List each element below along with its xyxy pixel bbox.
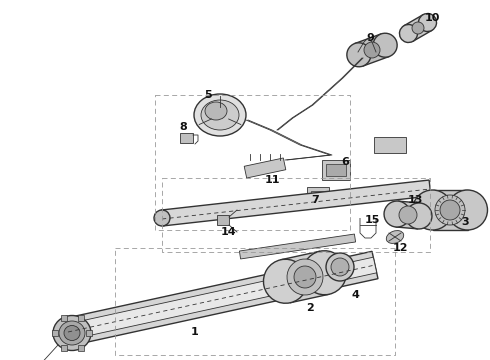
Text: 4: 4 (351, 290, 359, 300)
Ellipse shape (440, 200, 460, 220)
Text: 1: 1 (191, 327, 199, 337)
Ellipse shape (418, 14, 437, 31)
Ellipse shape (435, 195, 465, 225)
Polygon shape (404, 15, 432, 41)
Polygon shape (240, 234, 356, 259)
Ellipse shape (326, 253, 354, 281)
Text: 2: 2 (306, 303, 314, 313)
Text: 14: 14 (220, 227, 236, 237)
Ellipse shape (264, 259, 307, 303)
Ellipse shape (384, 201, 410, 227)
Ellipse shape (201, 100, 239, 130)
Ellipse shape (53, 315, 91, 351)
Ellipse shape (386, 230, 404, 243)
Ellipse shape (406, 203, 432, 229)
Text: 3: 3 (461, 217, 469, 227)
Ellipse shape (154, 210, 170, 226)
Ellipse shape (413, 190, 452, 230)
Bar (180, 133, 193, 143)
Text: 12: 12 (392, 243, 408, 253)
Ellipse shape (64, 325, 80, 341)
Bar (307, 187, 329, 205)
Text: 11: 11 (264, 175, 280, 185)
Polygon shape (355, 34, 389, 66)
Bar (322, 160, 350, 180)
Bar (311, 191, 325, 202)
Polygon shape (281, 251, 329, 303)
Bar (217, 215, 229, 225)
Ellipse shape (194, 94, 246, 136)
Bar (77, 315, 83, 321)
Ellipse shape (399, 24, 417, 42)
Polygon shape (66, 257, 377, 340)
Polygon shape (161, 180, 431, 226)
Text: 13: 13 (407, 195, 423, 205)
Polygon shape (396, 201, 420, 229)
Ellipse shape (287, 259, 323, 295)
Bar (77, 345, 83, 351)
Ellipse shape (364, 42, 380, 58)
Bar (52, 330, 58, 336)
Bar (60, 315, 67, 321)
Ellipse shape (373, 33, 397, 57)
Bar (60, 345, 67, 351)
Text: 9: 9 (366, 33, 374, 43)
Text: 7: 7 (311, 195, 319, 205)
Ellipse shape (412, 22, 424, 34)
Ellipse shape (302, 251, 346, 295)
Bar (86, 330, 92, 336)
Ellipse shape (59, 321, 85, 345)
Polygon shape (374, 137, 406, 153)
Polygon shape (244, 158, 286, 178)
Polygon shape (433, 190, 467, 230)
Ellipse shape (447, 190, 488, 230)
Ellipse shape (294, 266, 316, 288)
Text: 5: 5 (204, 90, 212, 100)
Ellipse shape (399, 206, 417, 224)
Ellipse shape (205, 102, 227, 120)
Ellipse shape (331, 258, 349, 276)
Bar (326, 164, 346, 176)
Polygon shape (65, 251, 378, 346)
Text: 6: 6 (341, 157, 349, 167)
Text: 8: 8 (179, 122, 187, 132)
Text: 10: 10 (424, 13, 440, 23)
Text: 15: 15 (364, 215, 380, 225)
Ellipse shape (347, 43, 371, 67)
